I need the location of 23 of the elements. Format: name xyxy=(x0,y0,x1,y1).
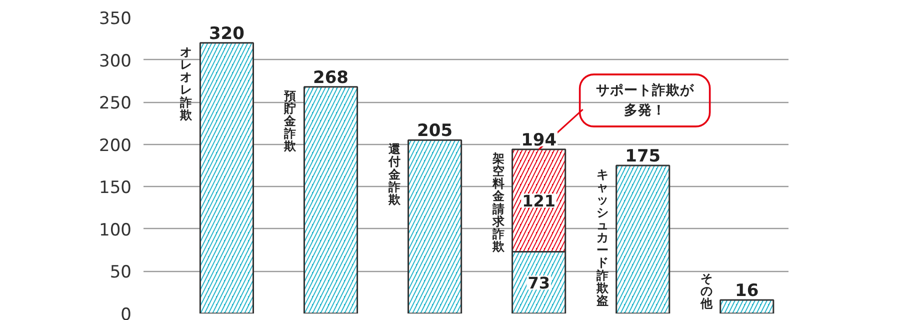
data-label: 121 xyxy=(522,192,556,211)
y-tick-label: 50 xyxy=(110,262,132,283)
y-tick-label: 0 xyxy=(120,305,132,320)
y-tick-label: 150 xyxy=(99,178,132,198)
total-label: 268 xyxy=(313,68,349,88)
total-label: 16 xyxy=(735,280,759,301)
y-tick-label: 350 xyxy=(99,9,132,29)
y-tick-label: 100 xyxy=(99,220,132,240)
y-tick-label: 250 xyxy=(99,94,132,114)
total-label: 205 xyxy=(417,121,453,142)
y-tick-label: 300 xyxy=(99,51,132,72)
annotation: サポート詐欺が多発！ xyxy=(596,82,695,118)
x-tick-label: 架空料金請求詐欺 xyxy=(491,151,506,254)
category-label: キャッシュカード詐欺盗 xyxy=(596,168,608,308)
total-label: 194 xyxy=(521,130,557,150)
y-tick-label: 200 xyxy=(99,136,132,156)
x-tick-label: オレオレ詐欺 xyxy=(179,44,194,122)
data-label: 73 xyxy=(528,274,550,293)
x-tick-label: その他 xyxy=(699,271,714,310)
x-tick-label: 預貯金詐欺 xyxy=(283,88,298,154)
total-label: 320 xyxy=(208,24,245,44)
x-tick-label: 還付金詐欺 xyxy=(387,142,402,207)
total-label: 175 xyxy=(625,146,661,166)
